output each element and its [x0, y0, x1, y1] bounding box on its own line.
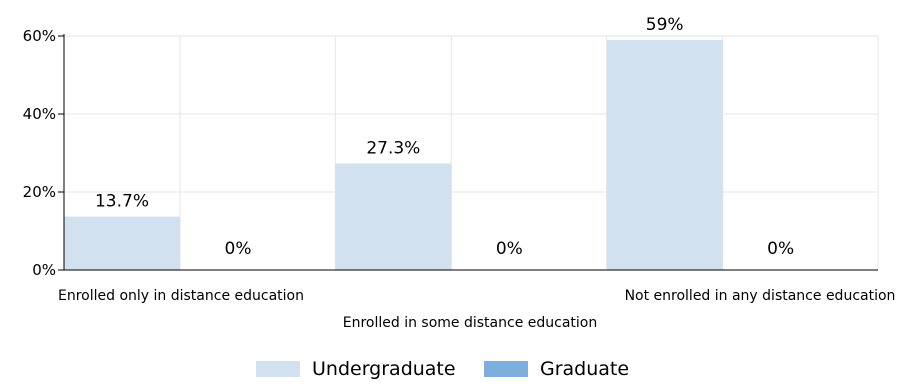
bar-undergraduate	[64, 216, 180, 270]
data-label-undergraduate: 59%	[646, 15, 684, 35]
legend-item-graduate: Graduate	[484, 356, 629, 382]
y-tick-label: 0%	[32, 261, 56, 279]
bar-undergraduate	[606, 39, 723, 271]
legend-label-undergraduate: Undergraduate	[312, 358, 456, 380]
y-tick-label: 40%	[23, 105, 56, 123]
y-tick-label: 20%	[23, 183, 56, 201]
y-tick-label: 60%	[23, 27, 56, 45]
labels: 0%20%40%60%13.7%0%27.3%0%59%0%Enrolled o…	[23, 15, 896, 331]
axes	[58, 34, 878, 271]
data-label-undergraduate: 27.3%	[366, 139, 420, 159]
legend-swatch-undergraduate	[256, 361, 300, 377]
x-category-label: Enrolled only in distance education	[58, 288, 304, 304]
bar-undergraduate	[335, 163, 452, 270]
legend: Undergraduate Graduate	[0, 356, 914, 382]
legend-item-undergraduate: Undergraduate	[256, 356, 456, 382]
data-label-graduate: 0%	[767, 239, 794, 259]
x-category-label: Not enrolled in any distance education	[625, 288, 896, 304]
bar-chart: 0%20%40%60%13.7%0%27.3%0%59%0%Enrolled o…	[23, 15, 896, 331]
grid-lines	[64, 35, 879, 270]
legend-swatch-graduate	[484, 361, 528, 377]
data-label-graduate: 0%	[225, 239, 252, 259]
x-category-label: Enrolled in some distance education	[343, 315, 597, 331]
data-label-undergraduate: 13.7%	[95, 192, 149, 212]
data-label-graduate: 0%	[496, 239, 523, 259]
legend-label-graduate: Graduate	[540, 358, 630, 380]
bars	[64, 39, 723, 271]
